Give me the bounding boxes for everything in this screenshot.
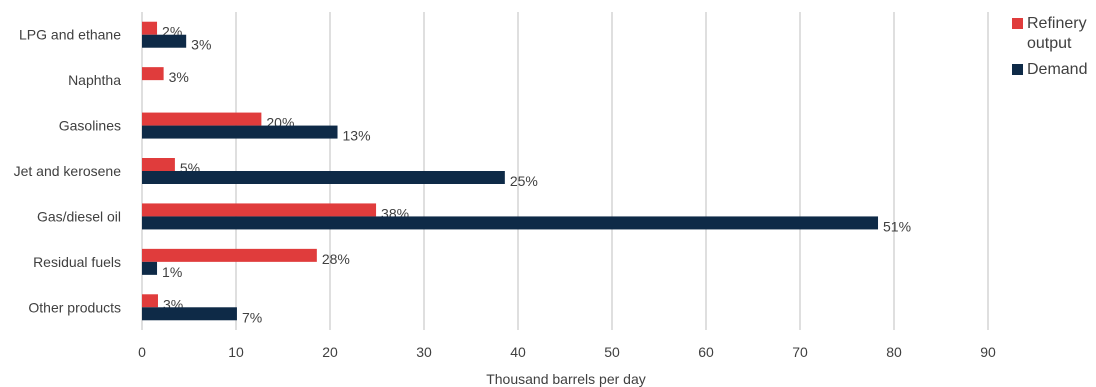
bar-refinery-output <box>142 158 175 171</box>
bar-refinery-output <box>142 248 317 262</box>
x-tick-label: 10 <box>228 344 244 360</box>
bar-demand <box>142 261 158 275</box>
category-label: Jet and kerosene <box>14 163 122 179</box>
bar-refinery-output <box>142 203 377 217</box>
x-tick-label: 40 <box>510 344 526 360</box>
category-label: LPG and ethane <box>19 27 121 43</box>
x-tick-label: 20 <box>322 344 338 360</box>
legend-swatch-refinery-output <box>1012 18 1023 29</box>
data-label-demand: 51% <box>883 218 911 234</box>
category-label: Other products <box>28 299 121 315</box>
x-tick-label: 70 <box>792 344 808 360</box>
data-label-refinery-output: 28% <box>322 251 350 267</box>
category-label: Residual fuels <box>33 254 121 270</box>
bar-demand <box>142 125 338 139</box>
legend-item-demand: Demand <box>1012 60 1096 80</box>
data-label-demand: 1% <box>162 264 182 280</box>
category-labels: LPG and ethane Naphtha Gasolines Jet and ke… <box>14 27 122 316</box>
bar-demand <box>142 171 505 184</box>
data-label-demand: 7% <box>242 309 262 325</box>
bar-refinery-output <box>142 67 164 81</box>
gridlines <box>141 12 989 330</box>
bar-refinery-output <box>142 294 158 308</box>
bar-refinery-output <box>142 112 262 126</box>
category-label: Gas/diesel oil <box>37 208 121 224</box>
data-label-demand: 13% <box>343 128 371 144</box>
legend-label-demand: Demand <box>1027 61 1088 78</box>
x-tick-label: 50 <box>604 344 620 360</box>
legend-item-refinery-output: Refinery output <box>1012 14 1096 54</box>
legend-label-refinery-output: Refinery output <box>1027 15 1087 52</box>
bar-demand <box>142 34 187 48</box>
legend-swatch-demand <box>1012 64 1023 75</box>
x-axis-ticks: 0 10 20 30 40 50 60 70 80 90 <box>138 344 996 360</box>
x-tick-label: 80 <box>886 344 902 360</box>
data-label-refinery-output: 3% <box>169 69 189 85</box>
category-label: Gasolines <box>59 118 121 134</box>
legend: Refinery output Demand <box>1012 14 1096 86</box>
category-label: Naphtha <box>68 72 121 88</box>
x-tick-label: 60 <box>698 344 714 360</box>
x-tick-label: 90 <box>980 344 996 360</box>
bar-demand <box>142 307 237 321</box>
x-tick-label: 30 <box>416 344 432 360</box>
bar-demand <box>142 216 879 230</box>
data-label-demand: 3% <box>191 37 211 53</box>
data-label-demand: 25% <box>510 173 538 189</box>
bars: 2%3%3%20%13%5%25%38%51%28%1%3%7% <box>142 21 911 325</box>
x-axis-label: Thousand barrels per day <box>486 371 646 387</box>
x-tick-label: 0 <box>138 344 146 360</box>
bar-refinery-output <box>142 21 158 35</box>
